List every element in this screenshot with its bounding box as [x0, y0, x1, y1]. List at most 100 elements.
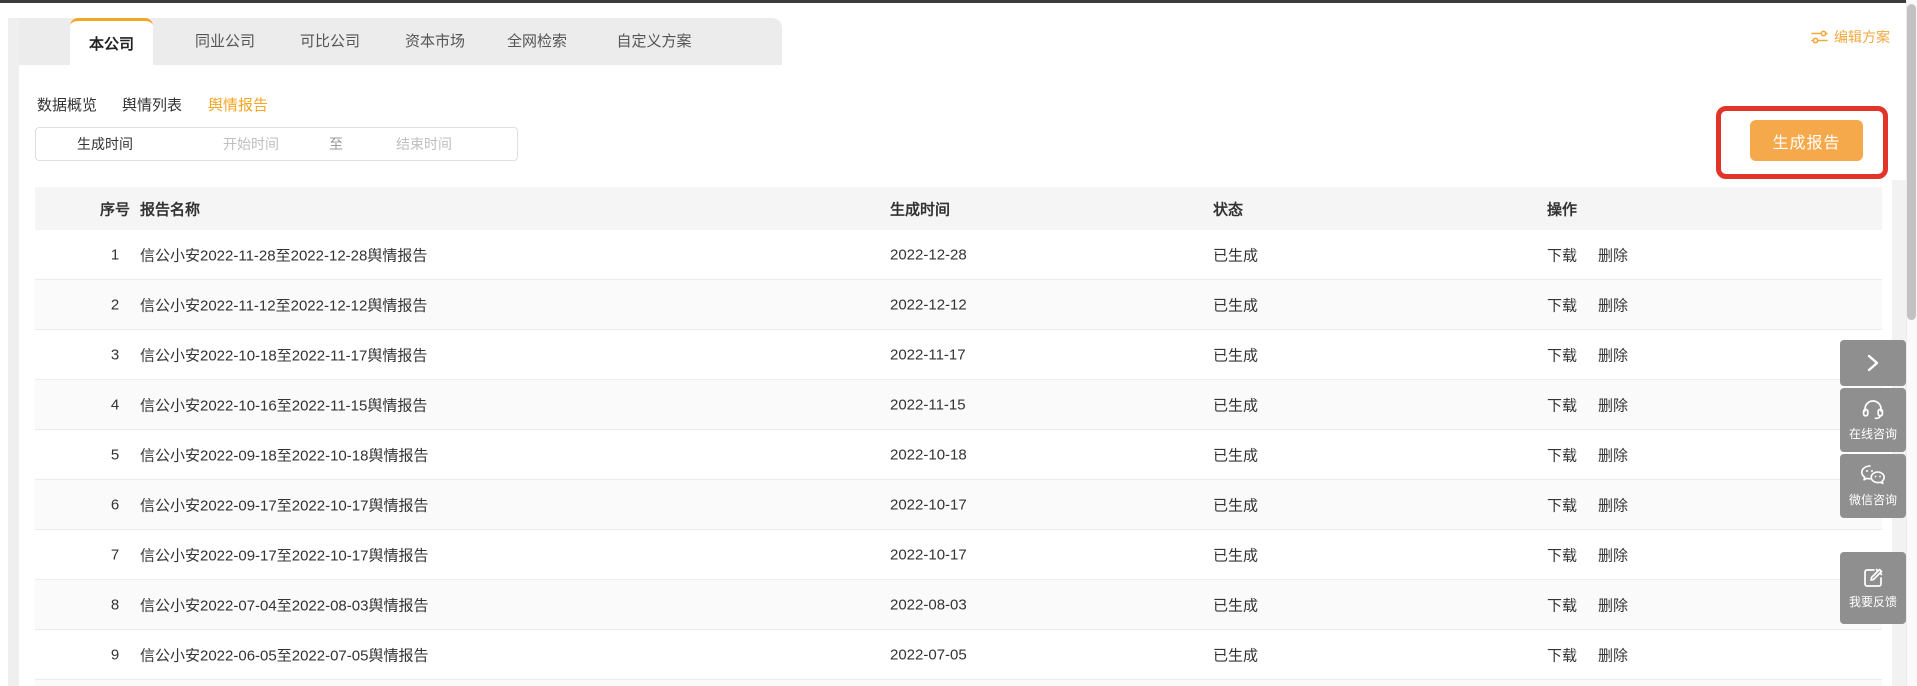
tab-tongye-gongsi[interactable]: 同业公司 — [194, 33, 255, 50]
delete-link[interactable]: 删除 — [1598, 547, 1629, 564]
left-gutter — [8, 18, 19, 686]
table-row: 1 信公小安2022-11-28至2022-12-28舆情报告 2022-12-… — [35, 230, 1882, 280]
main-tab-bar: 本公司 同业公司 可比公司 资本市场 全网检索 自定义方案 — [19, 18, 782, 65]
table-row: 2 信公小安2022-11-12至2022-12-12舆情报告 2022-12-… — [35, 280, 1882, 330]
date-range-separator: 至 — [329, 136, 343, 152]
delete-link[interactable]: 删除 — [1598, 647, 1629, 664]
table-row: 5 信公小安2022-09-18至2022-10-18舆情报告 2022-10-… — [35, 430, 1882, 480]
download-link[interactable]: 下载 — [1547, 497, 1578, 514]
row-index: 2 — [110, 296, 120, 313]
next-row-partial — [35, 680, 1882, 686]
header-operation: 操作 — [1547, 201, 1578, 218]
status-text: 已生成 — [1213, 297, 1259, 314]
download-link[interactable]: 下载 — [1547, 597, 1578, 614]
scrollbar-thumb[interactable] — [1907, 4, 1916, 320]
table-row: 9 信公小安2022-06-05至2022-07-05舆情报告 2022-07-… — [35, 630, 1882, 680]
start-date-input[interactable]: 开始时间 — [223, 136, 279, 152]
delete-link[interactable]: 删除 — [1598, 297, 1629, 314]
status-text: 已生成 — [1213, 347, 1259, 364]
table-header: 序号 报告名称 生成时间 状态 操作 — [35, 187, 1882, 230]
row-index: 8 — [110, 596, 120, 613]
download-link[interactable]: 下载 — [1547, 447, 1578, 464]
wechat-consult-label: 微信咨询 — [1848, 493, 1897, 507]
table-row: 4 信公小安2022-10-16至2022-11-15舆情报告 2022-11-… — [35, 380, 1882, 430]
download-link[interactable]: 下载 — [1547, 247, 1578, 264]
chevron-right-icon — [1866, 353, 1880, 373]
online-consult-label: 在线咨询 — [1848, 427, 1897, 441]
edit-plan-label: 编辑方案 — [1834, 29, 1890, 45]
delete-link[interactable]: 删除 — [1598, 447, 1629, 464]
delete-link[interactable]: 删除 — [1598, 347, 1629, 364]
generate-date: 2022-07-05 — [890, 646, 967, 663]
report-name: 信公小安2022-09-17至2022-10-17舆情报告 — [140, 547, 429, 564]
delete-link[interactable]: 删除 — [1598, 497, 1629, 514]
feedback-form-icon — [1862, 566, 1884, 588]
status-text: 已生成 — [1213, 447, 1259, 464]
top-border-line — [0, 0, 1917, 3]
row-index: 6 — [110, 496, 120, 513]
status-text: 已生成 — [1213, 547, 1259, 564]
status-text: 已生成 — [1213, 497, 1259, 514]
row-index: 3 — [110, 346, 120, 363]
generate-date: 2022-10-17 — [890, 546, 967, 563]
table-row: 3 信公小安2022-10-18至2022-11-17舆情报告 2022-11-… — [35, 330, 1882, 380]
tab-quanwang-jiansuo[interactable]: 全网检索 — [506, 33, 567, 50]
generate-report-button[interactable]: 生成报告 — [1750, 120, 1863, 161]
generate-date: 2022-11-17 — [890, 346, 966, 363]
tab-ben-gongsi[interactable]: 本公司 — [70, 18, 153, 65]
subtab-data-overview[interactable]: 数据概览 — [37, 97, 98, 114]
generate-date: 2022-12-12 — [890, 296, 967, 313]
download-link[interactable]: 下载 — [1547, 347, 1578, 364]
sliders-icon — [1811, 29, 1828, 45]
status-text: 已生成 — [1213, 247, 1259, 264]
download-link[interactable]: 下载 — [1547, 397, 1578, 414]
headset-icon — [1861, 398, 1885, 420]
report-name: 信公小安2022-07-04至2022-08-03舆情报告 — [140, 597, 429, 614]
generate-date: 2022-08-03 — [890, 596, 967, 613]
delete-link[interactable]: 删除 — [1598, 247, 1629, 264]
date-filter-label: 生成时间 — [77, 136, 133, 152]
download-link[interactable]: 下载 — [1547, 647, 1578, 664]
row-index: 4 — [110, 396, 120, 413]
report-name: 信公小安2022-06-05至2022-07-05舆情报告 — [140, 647, 429, 664]
table-body: 1 信公小安2022-11-28至2022-12-28舆情报告 2022-12-… — [35, 230, 1882, 680]
row-index: 7 — [110, 546, 120, 563]
report-name: 信公小安2022-10-16至2022-11-15舆情报告 — [140, 397, 428, 414]
scrollbar-track[interactable] — [1906, 0, 1917, 686]
download-link[interactable]: 下载 — [1547, 547, 1578, 564]
generate-date: 2022-11-15 — [890, 396, 966, 413]
date-filter[interactable]: 生成时间 开始时间 至 结束时间 — [35, 127, 518, 161]
header-generate-date: 生成时间 — [890, 201, 951, 218]
row-index: 5 — [110, 446, 120, 463]
subtab-sentiment-list[interactable]: 舆情列表 — [122, 97, 183, 114]
header-report-name: 报告名称 — [140, 201, 201, 218]
delete-link[interactable]: 删除 — [1598, 597, 1629, 614]
feedback-button[interactable]: 我要反馈 — [1840, 552, 1906, 624]
download-link[interactable]: 下载 — [1547, 297, 1578, 314]
table-row: 6 信公小安2022-09-17至2022-10-17舆情报告 2022-10-… — [35, 480, 1882, 530]
report-name: 信公小安2022-09-17至2022-10-17舆情报告 — [140, 497, 429, 514]
end-date-input[interactable]: 结束时间 — [396, 136, 452, 152]
floating-rail: 在线咨询 微信咨询 我要反馈 — [1840, 340, 1906, 624]
subtab-sentiment-report[interactable]: 舆情报告 — [208, 97, 269, 114]
report-name: 信公小安2022-09-18至2022-10-18舆情报告 — [140, 447, 429, 464]
online-consult-button[interactable]: 在线咨询 — [1840, 388, 1906, 452]
status-text: 已生成 — [1213, 397, 1259, 414]
wechat-icon — [1860, 464, 1886, 486]
report-name: 信公小安2022-11-28至2022-12-28舆情报告 — [140, 247, 428, 264]
report-name: 信公小安2022-10-18至2022-11-17舆情报告 — [140, 347, 428, 364]
tab-ziben-shichang[interactable]: 资本市场 — [404, 33, 465, 50]
tab-kebi-gongsi[interactable]: 可比公司 — [299, 33, 360, 50]
generate-date: 2022-10-18 — [890, 446, 967, 463]
report-name: 信公小安2022-11-12至2022-12-12舆情报告 — [140, 297, 428, 314]
row-index: 1 — [110, 246, 120, 263]
delete-link[interactable]: 删除 — [1598, 397, 1629, 414]
wechat-consult-button[interactable]: 微信咨询 — [1840, 454, 1906, 518]
tab-zidingyi-fangan[interactable]: 自定义方案 — [616, 33, 692, 50]
table-row: 7 信公小安2022-09-17至2022-10-17舆情报告 2022-10-… — [35, 530, 1882, 580]
table-row: 8 信公小安2022-07-04至2022-08-03舆情报告 2022-08-… — [35, 580, 1882, 630]
edit-plan-button[interactable]: 编辑方案 — [1811, 26, 1890, 48]
row-index: 9 — [110, 646, 120, 663]
collapse-rail-button[interactable] — [1840, 340, 1906, 386]
